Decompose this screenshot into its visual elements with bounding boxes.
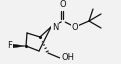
Text: OH: OH [61,54,74,63]
Text: O: O [72,23,78,31]
Text: F: F [7,41,12,50]
Text: N: N [52,23,58,32]
Polygon shape [13,44,26,48]
Text: O: O [60,0,66,9]
